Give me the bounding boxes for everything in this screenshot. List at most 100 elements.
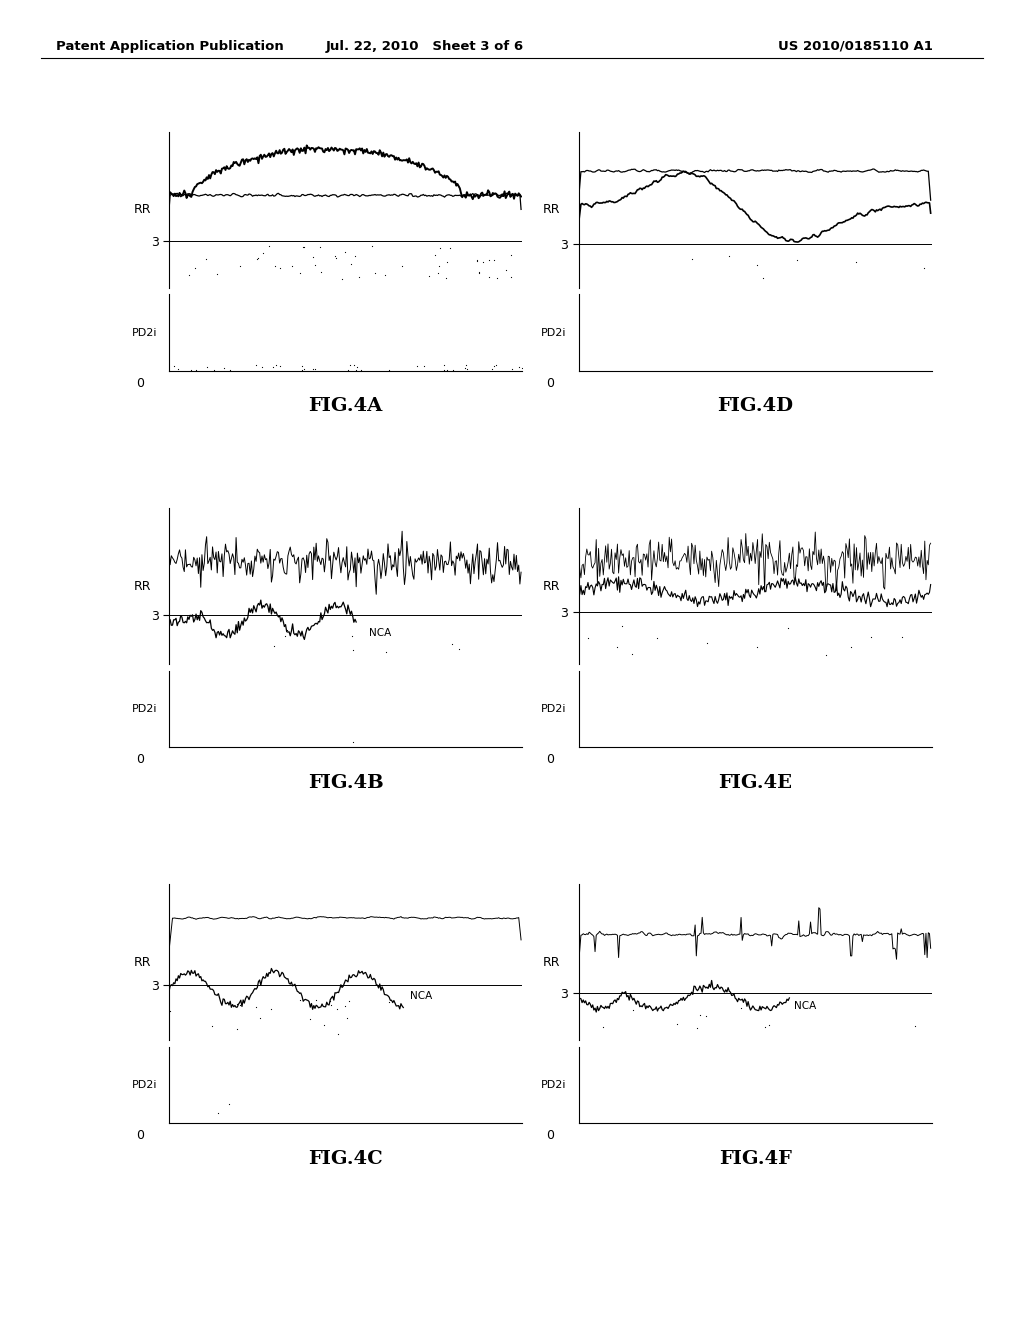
Point: [758, 1016, 774, 1038]
Point: [340, 359, 356, 380]
Point: [215, 358, 231, 379]
Point: [250, 248, 266, 269]
Point: [302, 1008, 318, 1030]
Point: [294, 355, 310, 376]
Point: [779, 618, 796, 639]
Point: [351, 267, 368, 288]
Point: [436, 360, 453, 381]
Point: [182, 360, 199, 381]
Point: [315, 1015, 332, 1036]
Point: [697, 1005, 714, 1026]
Point: [345, 639, 361, 660]
Text: 0: 0: [136, 378, 144, 389]
Point: [843, 636, 859, 657]
Point: [208, 264, 224, 285]
Text: FIG.4F: FIG.4F: [719, 1150, 792, 1168]
Point: [329, 998, 345, 1019]
Point: [394, 255, 411, 276]
Point: [613, 615, 630, 636]
Point: [485, 356, 502, 378]
Point: [458, 355, 474, 376]
Point: [305, 359, 322, 380]
Point: [312, 236, 329, 257]
Point: [248, 997, 264, 1018]
Point: [788, 249, 805, 271]
Point: [210, 1104, 226, 1125]
Point: [276, 626, 293, 647]
Point: [339, 1007, 355, 1028]
Text: 0: 0: [136, 754, 144, 766]
Text: FIG.4C: FIG.4C: [308, 1150, 383, 1168]
Point: [416, 355, 432, 376]
Point: [444, 359, 461, 380]
Point: [344, 731, 360, 752]
Y-axis label: RR: RR: [133, 579, 152, 593]
Point: [481, 249, 498, 271]
Point: [295, 236, 311, 257]
Point: [438, 252, 455, 273]
Text: FIG.4E: FIG.4E: [718, 774, 793, 792]
Point: [334, 268, 350, 289]
Point: [346, 355, 362, 376]
Point: [381, 359, 397, 380]
Point: [267, 355, 284, 376]
Point: [265, 356, 282, 378]
Point: [292, 263, 308, 284]
Point: [459, 359, 475, 380]
Point: [749, 255, 765, 276]
Point: [204, 1015, 220, 1036]
Point: [444, 634, 461, 655]
Point: [229, 993, 246, 1014]
Point: [279, 620, 295, 642]
Point: [305, 247, 322, 268]
Point: [330, 1024, 346, 1045]
Point: [232, 255, 249, 276]
Y-axis label: RR: RR: [543, 579, 561, 593]
Point: [231, 994, 248, 1015]
Point: [451, 639, 467, 660]
Point: [504, 359, 520, 380]
Text: 0: 0: [546, 378, 554, 389]
Point: [755, 267, 771, 288]
Point: [475, 252, 492, 273]
Point: [329, 248, 345, 269]
Point: [327, 246, 343, 267]
Point: [468, 249, 484, 271]
Point: [187, 257, 204, 279]
Point: [266, 635, 283, 656]
Text: Jul. 22, 2010   Sheet 3 of 6: Jul. 22, 2010 Sheet 3 of 6: [326, 40, 524, 53]
Y-axis label: RR: RR: [543, 956, 561, 969]
Point: [894, 627, 910, 648]
Point: [306, 358, 323, 379]
Point: [380, 991, 396, 1012]
Point: [271, 355, 288, 376]
Point: [514, 358, 530, 379]
Point: [625, 999, 641, 1020]
Point: [761, 1014, 777, 1035]
Point: [348, 356, 365, 378]
Point: [684, 248, 700, 269]
Point: [228, 1019, 245, 1040]
Point: [486, 249, 503, 271]
Point: [261, 235, 278, 256]
Point: [284, 256, 300, 277]
Point: [649, 627, 666, 648]
Point: [732, 998, 749, 1019]
Text: Patent Application Publication: Patent Application Publication: [56, 40, 284, 53]
Point: [296, 359, 312, 380]
Point: [409, 356, 425, 378]
Text: FIG.4B: FIG.4B: [308, 774, 383, 792]
Point: [341, 990, 357, 1011]
Point: [609, 636, 626, 657]
Point: [441, 238, 458, 259]
Y-axis label: RR: RR: [133, 956, 152, 969]
Text: FIG.4D: FIG.4D: [717, 397, 794, 416]
Point: [170, 359, 186, 380]
Point: [343, 253, 359, 275]
Point: [367, 263, 383, 284]
Point: [817, 645, 834, 667]
Point: [749, 636, 765, 657]
Point: [489, 268, 506, 289]
Point: [198, 248, 214, 269]
Point: [221, 359, 238, 380]
